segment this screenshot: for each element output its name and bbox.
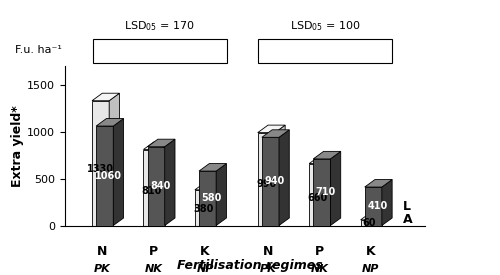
Polygon shape	[164, 139, 175, 226]
Polygon shape	[262, 137, 279, 226]
Text: 1060: 1060	[96, 171, 122, 181]
Polygon shape	[195, 182, 222, 190]
Polygon shape	[199, 164, 226, 171]
Polygon shape	[144, 142, 171, 150]
Text: S: S	[154, 44, 164, 58]
Text: L: L	[403, 200, 411, 213]
Text: F.u. ha⁻¹: F.u. ha⁻¹	[15, 45, 62, 55]
Polygon shape	[148, 139, 175, 147]
Polygon shape	[309, 156, 336, 164]
Text: $\rm LSD_{05}$ = 170: $\rm LSD_{05}$ = 170	[124, 19, 195, 33]
Polygon shape	[92, 101, 109, 226]
Polygon shape	[216, 164, 226, 226]
Text: P: P	[314, 245, 324, 258]
Polygon shape	[148, 147, 164, 226]
Polygon shape	[258, 133, 275, 225]
Text: 840: 840	[150, 181, 171, 191]
Polygon shape	[92, 93, 120, 101]
Text: 710: 710	[316, 187, 336, 197]
Polygon shape	[275, 125, 285, 226]
Text: NK: NK	[310, 264, 328, 274]
Polygon shape	[279, 130, 289, 225]
Text: N: N	[97, 245, 108, 258]
Y-axis label: Extra yield*: Extra yield*	[12, 105, 24, 187]
Polygon shape	[212, 182, 222, 226]
Text: P: P	[149, 245, 158, 258]
Polygon shape	[330, 151, 340, 225]
Text: Fertilisation regimes: Fertilisation regimes	[177, 259, 323, 272]
Polygon shape	[364, 180, 392, 187]
Text: PK: PK	[94, 264, 110, 274]
Polygon shape	[114, 119, 124, 226]
Polygon shape	[96, 119, 124, 126]
Text: 580: 580	[202, 193, 222, 203]
Text: NP: NP	[362, 264, 380, 274]
Text: 60: 60	[362, 218, 376, 228]
Polygon shape	[360, 220, 378, 225]
Text: 810: 810	[142, 186, 162, 196]
Polygon shape	[378, 212, 388, 226]
Text: K: K	[200, 245, 210, 258]
Text: 660: 660	[308, 192, 328, 203]
Text: 410: 410	[368, 201, 388, 211]
Polygon shape	[109, 93, 120, 226]
Polygon shape	[364, 187, 382, 225]
Text: NK: NK	[144, 264, 162, 274]
Polygon shape	[314, 151, 340, 159]
Text: A: A	[403, 213, 413, 226]
Polygon shape	[382, 180, 392, 226]
Text: N: N	[262, 245, 273, 258]
Text: 1330: 1330	[87, 164, 114, 174]
Text: 940: 940	[264, 176, 284, 186]
Text: 380: 380	[194, 204, 214, 214]
Text: K: K	[366, 245, 376, 258]
Polygon shape	[199, 171, 216, 226]
Text: NP: NP	[196, 264, 214, 274]
Text: $\rm LSD_{05}$ = 100: $\rm LSD_{05}$ = 100	[290, 19, 361, 33]
Polygon shape	[309, 164, 326, 226]
Polygon shape	[262, 130, 289, 137]
Polygon shape	[96, 126, 114, 226]
Text: PK: PK	[260, 264, 276, 274]
Polygon shape	[195, 190, 212, 225]
Polygon shape	[160, 142, 171, 226]
Text: 990: 990	[256, 179, 276, 189]
Polygon shape	[360, 212, 388, 220]
Polygon shape	[314, 159, 330, 226]
Text: LS: LS	[316, 44, 335, 58]
Polygon shape	[326, 156, 336, 226]
Polygon shape	[144, 150, 160, 226]
Polygon shape	[258, 125, 285, 133]
